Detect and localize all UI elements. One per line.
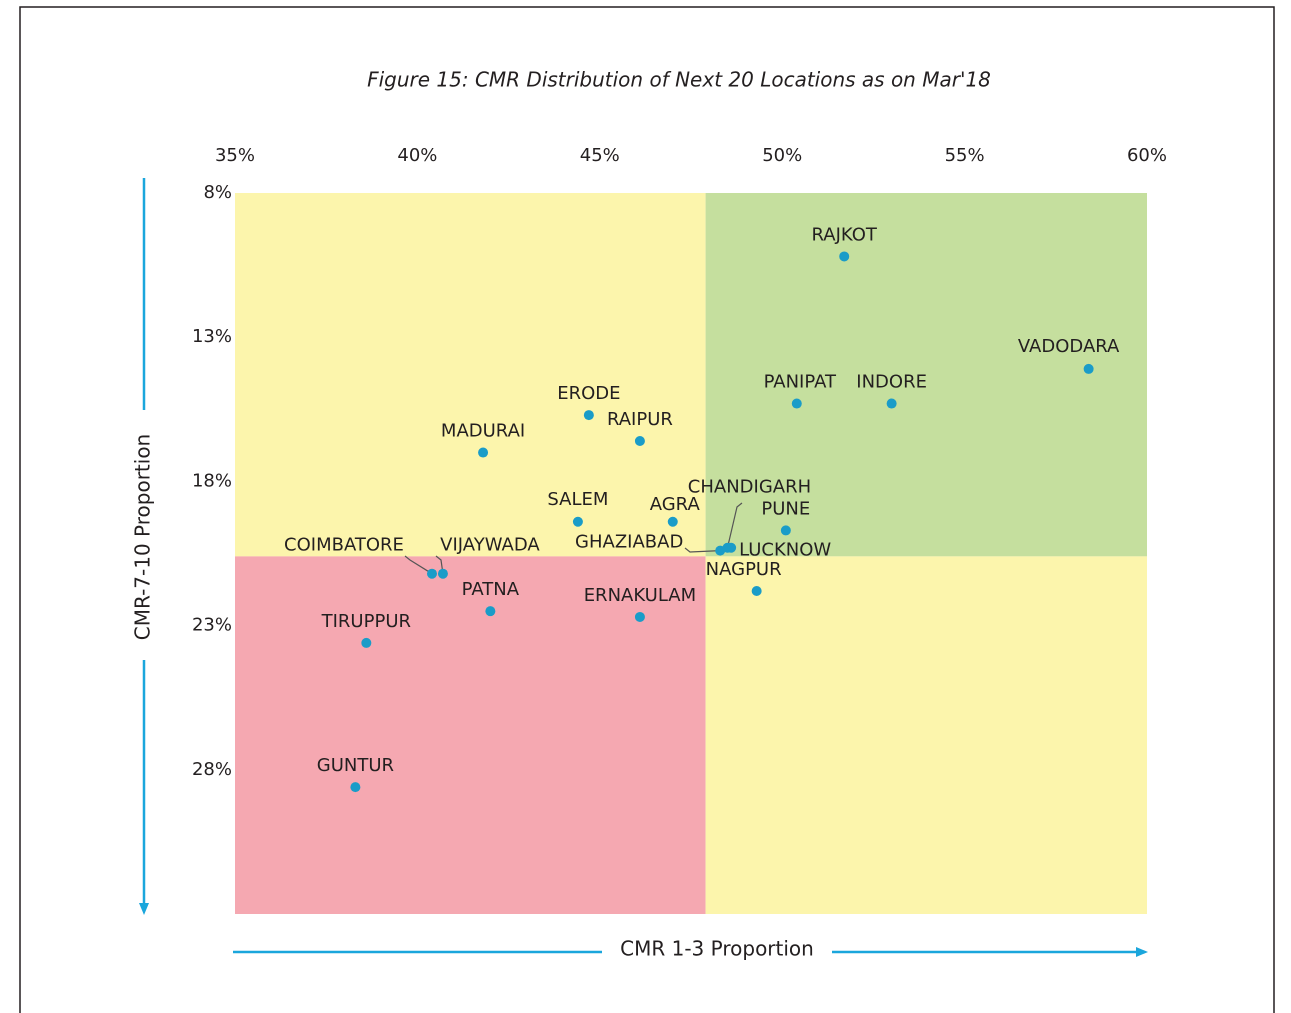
point [350,782,361,793]
x-tick-label: 55% [945,145,985,166]
point-label: PATNA [462,579,520,600]
x-tick-label: 50% [762,145,802,166]
point [361,637,372,648]
chart-title: Figure 15: CMR Distribution of Next 20 L… [367,68,991,92]
point [715,545,726,556]
point-label: GUNTUR [317,755,394,776]
point-label: AGRA [650,494,701,515]
point-label: NAGPUR [706,559,782,580]
point-label: VIJAYWADA [440,535,540,556]
point [1083,363,1094,374]
x-axis-label: CMR 1-3 Proportion [620,937,814,961]
point [726,542,737,553]
frame [19,6,1275,1013]
point [478,447,489,458]
y-tick-label: 23% [192,615,232,636]
point-label: INDORE [856,372,927,393]
y-tick-label: 8% [203,182,232,203]
point-label: MADURAI [441,421,525,442]
point-label: RAJKOT [812,224,878,245]
plot-area: 35% 40% 45% 50% 55% 60% 8% 13% 18% 23% 28% RAJKOT VA… [192,145,1167,914]
point-label: PUNE [761,498,810,519]
y-tick-label: 18% [192,470,232,491]
leader-line [404,555,433,575]
quadrant [235,556,706,914]
quadrant [705,193,1147,557]
y-tick-label: 13% [192,326,232,347]
x-tick-label: 40% [397,145,437,166]
point-label: TIRUPPUR [321,611,411,632]
point [634,611,645,622]
x-tick-label: 35% [215,145,255,166]
y-tick-label: 28% [192,759,232,780]
x-tick-label: 45% [580,145,620,166]
x-axis-arrowhead [1136,947,1148,957]
point-label: GHAZIABAD [575,532,683,553]
point-label: RAIPUR [607,409,673,430]
point-label: PANIPAT [764,372,837,393]
point [634,436,645,447]
point [751,585,762,596]
point [886,398,897,409]
point-label: CHANDIGARH [688,477,811,498]
x-tick-label: 60% [1127,145,1167,166]
quadrant [705,556,1147,914]
point-label: ERODE [557,383,620,404]
y-axis-arrowhead [139,903,149,915]
point [667,516,678,527]
point [583,410,594,421]
point-label: LUCKNOW [739,540,831,561]
point-label: VADODARA [1018,336,1120,357]
y-axis-label: CMR-7-10 Proportion [131,434,155,640]
quadrant [235,193,706,557]
point [791,398,802,409]
point [485,606,496,617]
point-label: ERNAKULAM [584,585,696,606]
point-label: SALEM [547,489,608,510]
point [780,525,791,536]
point [839,251,850,262]
point [426,568,437,579]
point-label: COIMBATORE [284,535,404,556]
leader-line [684,547,721,553]
point [572,516,583,527]
point [437,568,448,579]
leader-line [726,502,743,548]
